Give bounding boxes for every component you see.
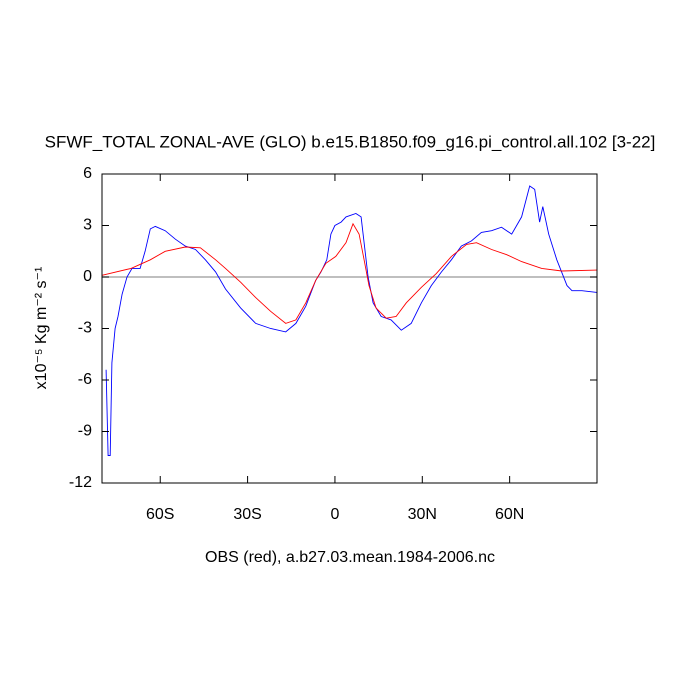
y-tick-label: -9 [78,423,92,440]
data-line [101,222,598,324]
chart-title: SFWF_TOTAL ZONAL-AVE (GLO) b.e15.B1850.f… [45,132,656,151]
plot-frame [101,173,598,484]
x-tick-label: 60N [495,506,524,523]
x-tick-label: 0 [330,506,339,523]
y-tick-label: 0 [83,268,92,285]
y-tick-label: -6 [78,371,92,388]
x-tick-label: 30S [233,506,261,523]
y-tick-label: 6 [83,165,92,182]
data-line [105,185,598,456]
x-tick-label: 60S [146,506,174,523]
x-axis-label: OBS (red), a.b27.03.mean.1984-2006.nc [205,549,495,566]
x-tick-label: 30N [408,506,437,523]
y-tick-label: -3 [78,320,92,337]
y-tick-label: -12 [69,474,92,491]
y-axis-label: x10⁻⁵ Kg m⁻² s⁻¹ [33,267,50,390]
y-tick-label: 3 [83,217,92,234]
